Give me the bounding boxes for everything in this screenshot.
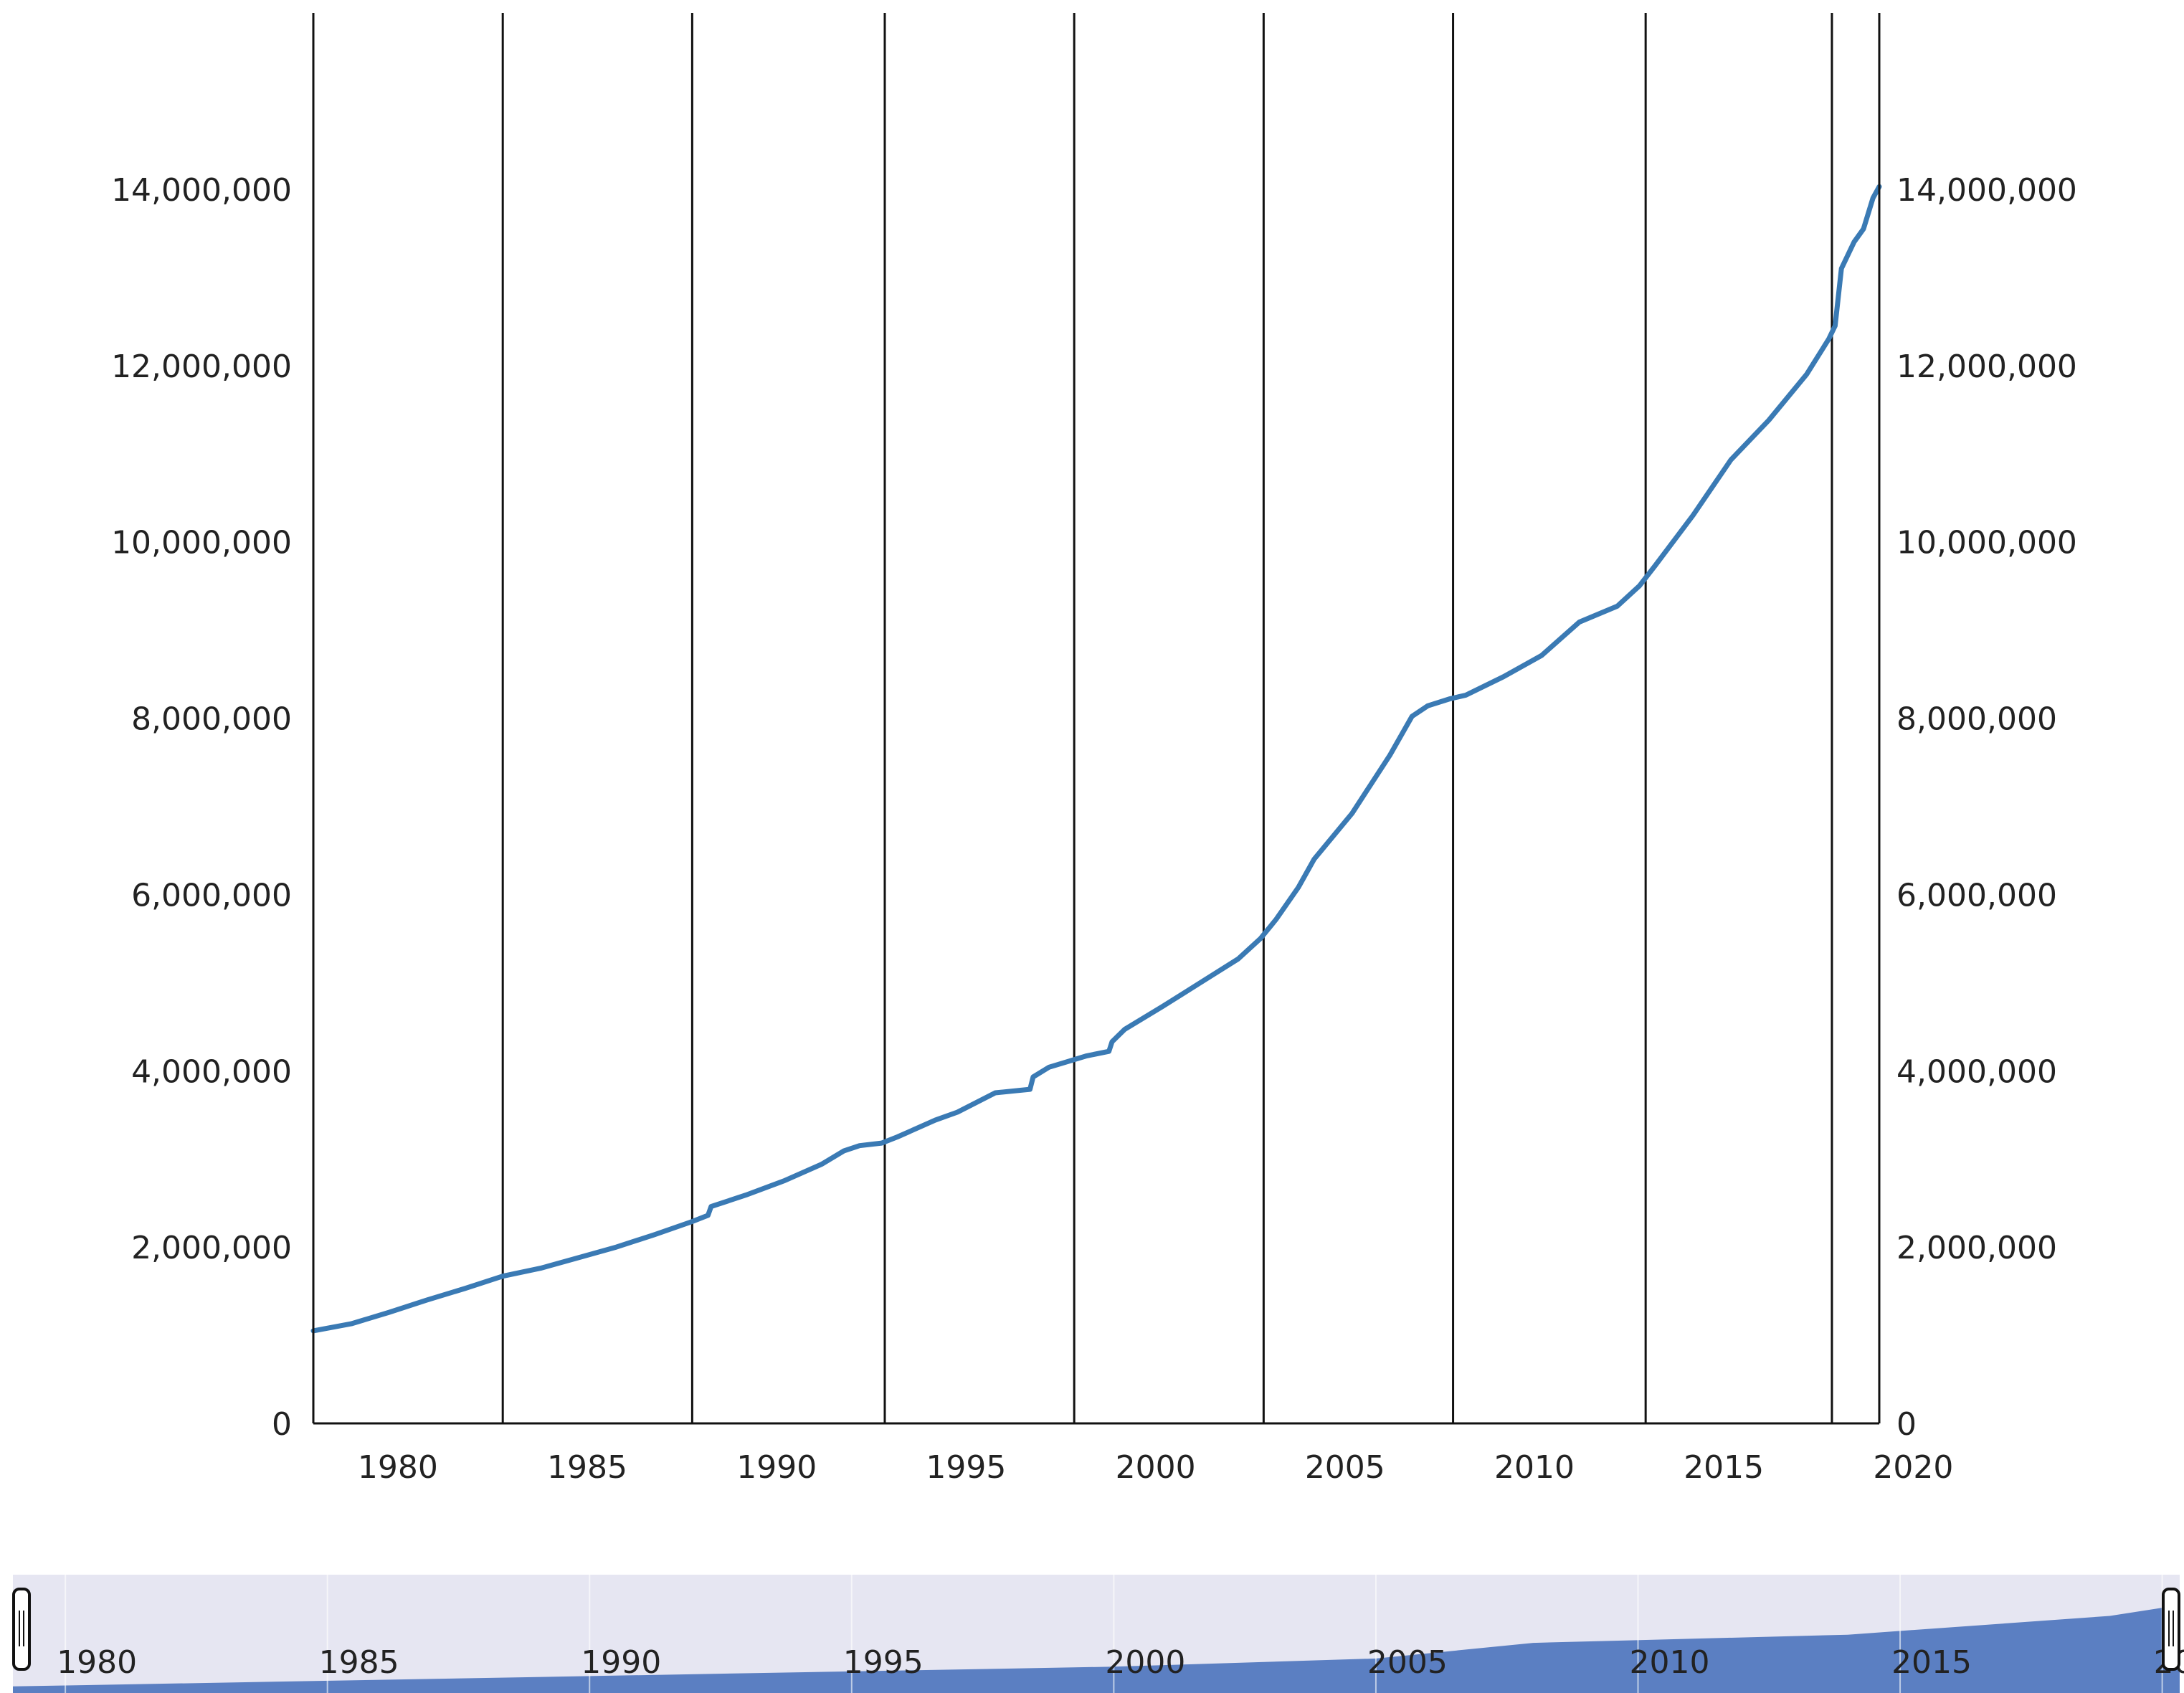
series-line: [310, 184, 1882, 1334]
y2-tick-label: 6,000,000: [1896, 877, 2057, 914]
y2-tick-label: 10,000,000: [1896, 525, 2077, 561]
vertical-markers: [501, 13, 1833, 1423]
y-axis-right: 0 2,000,000 4,000,000 6,000,000 8,000,000 10,…: [1896, 172, 2077, 1443]
navigator-tick-label: 2005: [1367, 1644, 1448, 1681]
x-axis: 1980 1985 1990 1995 2000 2005 2010 2015 2020: [358, 1449, 1954, 1486]
navigator-tick-label: 1995: [843, 1644, 924, 1681]
y-tick-label: 4,000,000: [131, 1053, 292, 1090]
y-tick-label: 6,000,000: [131, 877, 292, 914]
navigator-tick-label: 1980: [57, 1644, 137, 1681]
axes: [312, 13, 1881, 1425]
y2-tick-label: 14,000,000: [1896, 172, 2077, 209]
navigator-tick-label: 2000: [1105, 1644, 1185, 1681]
y2-tick-label: 12,000,000: [1896, 348, 2077, 385]
y-tick-label: 10,000,000: [111, 525, 292, 561]
y-tick-label: 2,000,000: [131, 1230, 292, 1266]
x-tick-label: 1985: [547, 1449, 627, 1486]
y-tick-label: 0: [272, 1406, 292, 1443]
x-tick-label: 2010: [1494, 1449, 1575, 1486]
navigator-tick-label: 2015: [1891, 1644, 1972, 1681]
x-tick-label: 1980: [358, 1449, 438, 1486]
y-tick-label: 14,000,000: [111, 172, 292, 209]
series-group: [310, 184, 1882, 1334]
x-tick-label: 2015: [1684, 1449, 1764, 1486]
x-tick-label: 1990: [736, 1449, 817, 1486]
y2-tick-label: 4,000,000: [1896, 1053, 2057, 1090]
x-tick-label: 2020: [1873, 1449, 1953, 1486]
y2-tick-label: 8,000,000: [1896, 701, 2057, 738]
y-tick-label: 8,000,000: [131, 701, 292, 738]
x-tick-label: 1995: [926, 1449, 1006, 1486]
y2-tick-label: 0: [1896, 1406, 1917, 1443]
y-tick-label: 12,000,000: [111, 348, 292, 385]
y2-tick-label: 2,000,000: [1896, 1230, 2057, 1266]
y-axis-left: 0 2,000,000 4,000,000 6,000,000 8,000,000 10,…: [111, 172, 292, 1443]
navigator-handle-left[interactable]: [12, 1588, 31, 1671]
x-tick-label: 2005: [1305, 1449, 1385, 1486]
x-tick-label: 2000: [1116, 1449, 1196, 1486]
navigator-tick-label: 1985: [319, 1644, 399, 1681]
navigator-tick-label: 2010: [1630, 1644, 1710, 1681]
navigator-tick-label: 1990: [581, 1644, 661, 1681]
navigator-handle-right[interactable]: [2162, 1588, 2180, 1671]
